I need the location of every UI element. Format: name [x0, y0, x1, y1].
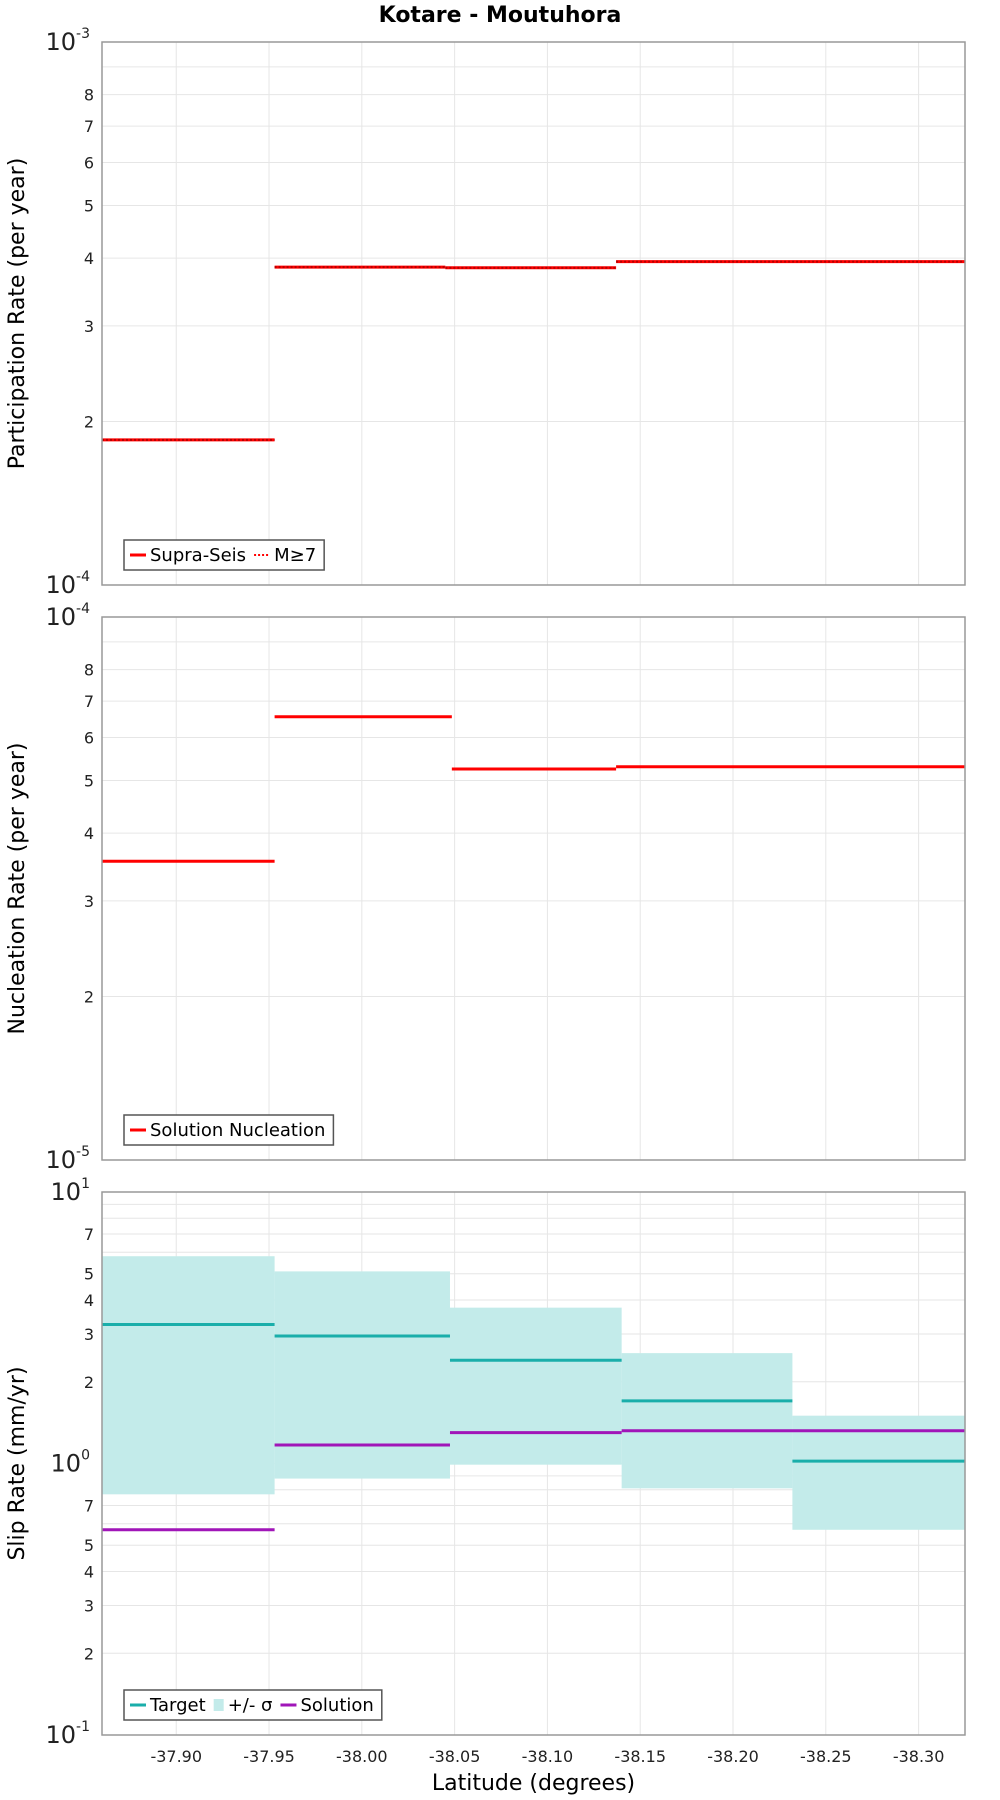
sigma-band: [621, 1353, 793, 1489]
y-tick-label: 8: [84, 661, 94, 680]
y-tick-label: 5: [84, 1265, 94, 1284]
y-tick-label: 7: [84, 1225, 94, 1244]
legend: Target +/- σ Solution: [123, 1689, 383, 1721]
legend-box: [123, 1114, 335, 1146]
legend-label: M≥7: [274, 545, 316, 566]
x-axis-label: Latitude (degrees): [432, 1771, 635, 1796]
y-axis-label: Slip Rate (mm/yr): [5, 1366, 30, 1560]
y-tick-label: 4: [84, 249, 94, 268]
x-tick-label: -38.10: [522, 1747, 574, 1766]
y-tick-label-major: 100: [51, 1448, 90, 1478]
y-axis-label: Nucleation Rate (per year): [5, 743, 30, 1035]
y-tick-label-bottom: 10-5: [45, 1144, 90, 1174]
x-tick-label: -38.30: [893, 1747, 945, 1766]
x-tick-label: -37.90: [150, 1747, 202, 1766]
sigma-band: [274, 1271, 450, 1479]
y-tick-label: 3: [84, 317, 94, 336]
x-tick-label: -38.25: [800, 1747, 852, 1766]
y-tick-label-bottom: 10-4: [45, 569, 90, 599]
panel-3: 7 5 4 3 2 7 5 4 3 2 Slip Rate (mm/yr) Target +/- σ So…: [5, 1191, 966, 1736]
legend-label: Solution: [300, 1695, 373, 1716]
y-tick-label: 2: [84, 413, 94, 432]
y-tick-label: 2: [84, 1644, 94, 1663]
y-tick-label: 4: [84, 1291, 94, 1310]
legend-swatch: [213, 1699, 224, 1711]
y-tick-label-major: 101: [51, 1176, 90, 1206]
plot-frame: [101, 1191, 966, 1736]
legend-label: Solution Nucleation: [150, 1120, 325, 1141]
y-tick-label: 5: [84, 1536, 94, 1555]
y-axis-label: Participation Rate (per year): [5, 158, 30, 470]
y-tick-label: 6: [84, 728, 94, 747]
panel-2: 8 7 6 5 4 3 2 Nucleation Rate (per year) Solutio…: [5, 616, 966, 1161]
plot-area: [102, 42, 965, 585]
y-tick-label: 3: [84, 892, 94, 911]
legend: Supra-Seis M≥7: [123, 539, 325, 571]
x-tick-label: -38.00: [336, 1747, 388, 1766]
y-tick-label: 2: [84, 988, 94, 1007]
y-tick-label: 7: [84, 692, 94, 711]
legend-box: [123, 1689, 383, 1721]
x-tick-label: -38.05: [429, 1747, 481, 1766]
y-tick-label: 2: [84, 1373, 94, 1392]
y-tick-label: 3: [84, 1596, 94, 1615]
y-tick-label-top: 10-4: [45, 601, 90, 631]
y-tick-label: 8: [84, 86, 94, 105]
plot-frame: [101, 616, 966, 1161]
legend-label: Supra-Seis: [150, 545, 246, 566]
y-tick-label: 4: [84, 824, 94, 843]
y-tick-label-major: 10-1: [45, 1719, 90, 1749]
y-tick-label: 6: [84, 153, 94, 172]
sigma-band: [449, 1307, 622, 1465]
legend: Solution Nucleation: [123, 1114, 335, 1146]
y-tick-label-top: 10-3: [45, 26, 90, 56]
legend-label: +/- σ: [228, 1695, 273, 1716]
x-tick-label: -38.20: [707, 1747, 759, 1766]
sigma-band: [102, 1256, 275, 1495]
y-tick-label: 5: [84, 196, 94, 215]
chart-title: Kotare - Moutuhora: [379, 3, 622, 28]
y-tick-label: 3: [84, 1325, 94, 1344]
legend-label: Target: [149, 1695, 206, 1716]
x-tick-label: -37.95: [243, 1747, 295, 1766]
y-tick-label: 4: [84, 1563, 94, 1582]
legend-box: [123, 539, 325, 571]
y-tick-label: 7: [84, 117, 94, 136]
panel-1: 8 7 6 5 4 3 2 Participation Rate (per year) Supr…: [5, 41, 966, 586]
x-tick-label: -38.15: [614, 1747, 666, 1766]
y-tick-label: 5: [84, 771, 94, 790]
y-tick-label: 7: [84, 1497, 94, 1516]
plot-area: [102, 617, 965, 1160]
sigma-band: [792, 1415, 965, 1530]
plot-frame: [101, 41, 966, 586]
